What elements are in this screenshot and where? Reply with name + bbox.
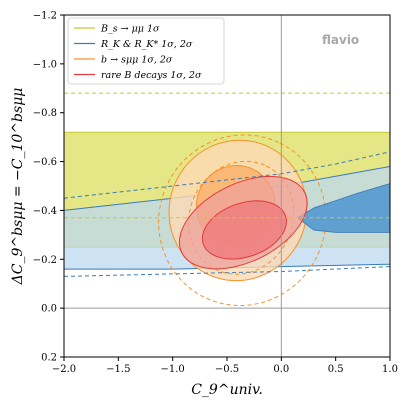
plot-regions — [64, 15, 390, 357]
y-axis-label: ΔC_9^bsμμ = −C_10^bsμμ — [10, 88, 26, 286]
y-tick-label: −0.6 — [33, 157, 57, 168]
y-tick-label: −1.2 — [33, 11, 57, 22]
y-axis-ticks: 0.2 0.0 −0.2 −0.4 −0.6 −0.8 −1.0 −1.2 — [33, 11, 64, 364]
legend-entry: b → sμμ 1σ, 2σ — [101, 55, 173, 66]
rk-dashed-lower — [64, 266, 390, 277]
x-tick-label: −1.0 — [161, 364, 185, 375]
x-tick-label: −1.5 — [106, 364, 130, 375]
x-tick-label: −2.0 — [52, 364, 76, 375]
x-tick-label: 0.5 — [328, 364, 344, 375]
x-axis-ticks: −2.0 −1.5 −1.0 −0.5 0.0 0.5 1.0 — [52, 357, 398, 375]
watermark: flavio — [322, 33, 359, 47]
rare-b-1sigma-region — [201, 200, 287, 260]
y-tick-label: −0.8 — [33, 108, 57, 119]
bsmumu-2sigma-dashed — [158, 134, 327, 307]
y-tick-label: −1.0 — [33, 59, 57, 70]
legend-entry: rare B decays 1σ, 2σ — [101, 70, 202, 81]
x-tick-label: 1.0 — [382, 364, 398, 375]
x-tick-label: −0.5 — [215, 364, 239, 375]
legend-entry: B_s → μμ 1σ — [100, 24, 160, 35]
legend-box — [67, 17, 225, 85]
x-axis-label: C_9^univ. — [191, 382, 263, 398]
axis-labels: C_9^univ. ΔC_9^bsμμ = −C_10^bsμμ — [10, 88, 263, 398]
y-tick-label: −0.2 — [33, 255, 57, 266]
rk-1sigma-region — [296, 183, 390, 233]
legend-entry: R_K & R_K* 1σ, 2σ — [100, 39, 193, 50]
y-tick-label: 0.0 — [41, 304, 57, 315]
y-tick-label: 0.2 — [41, 353, 57, 364]
x-tick-label: 0.0 — [273, 364, 289, 375]
legend: B_s → μμ 1σ R_K & R_K* 1σ, 2σ b → sμμ 1σ, … — [67, 17, 225, 85]
y-tick-label: −0.4 — [33, 206, 57, 217]
